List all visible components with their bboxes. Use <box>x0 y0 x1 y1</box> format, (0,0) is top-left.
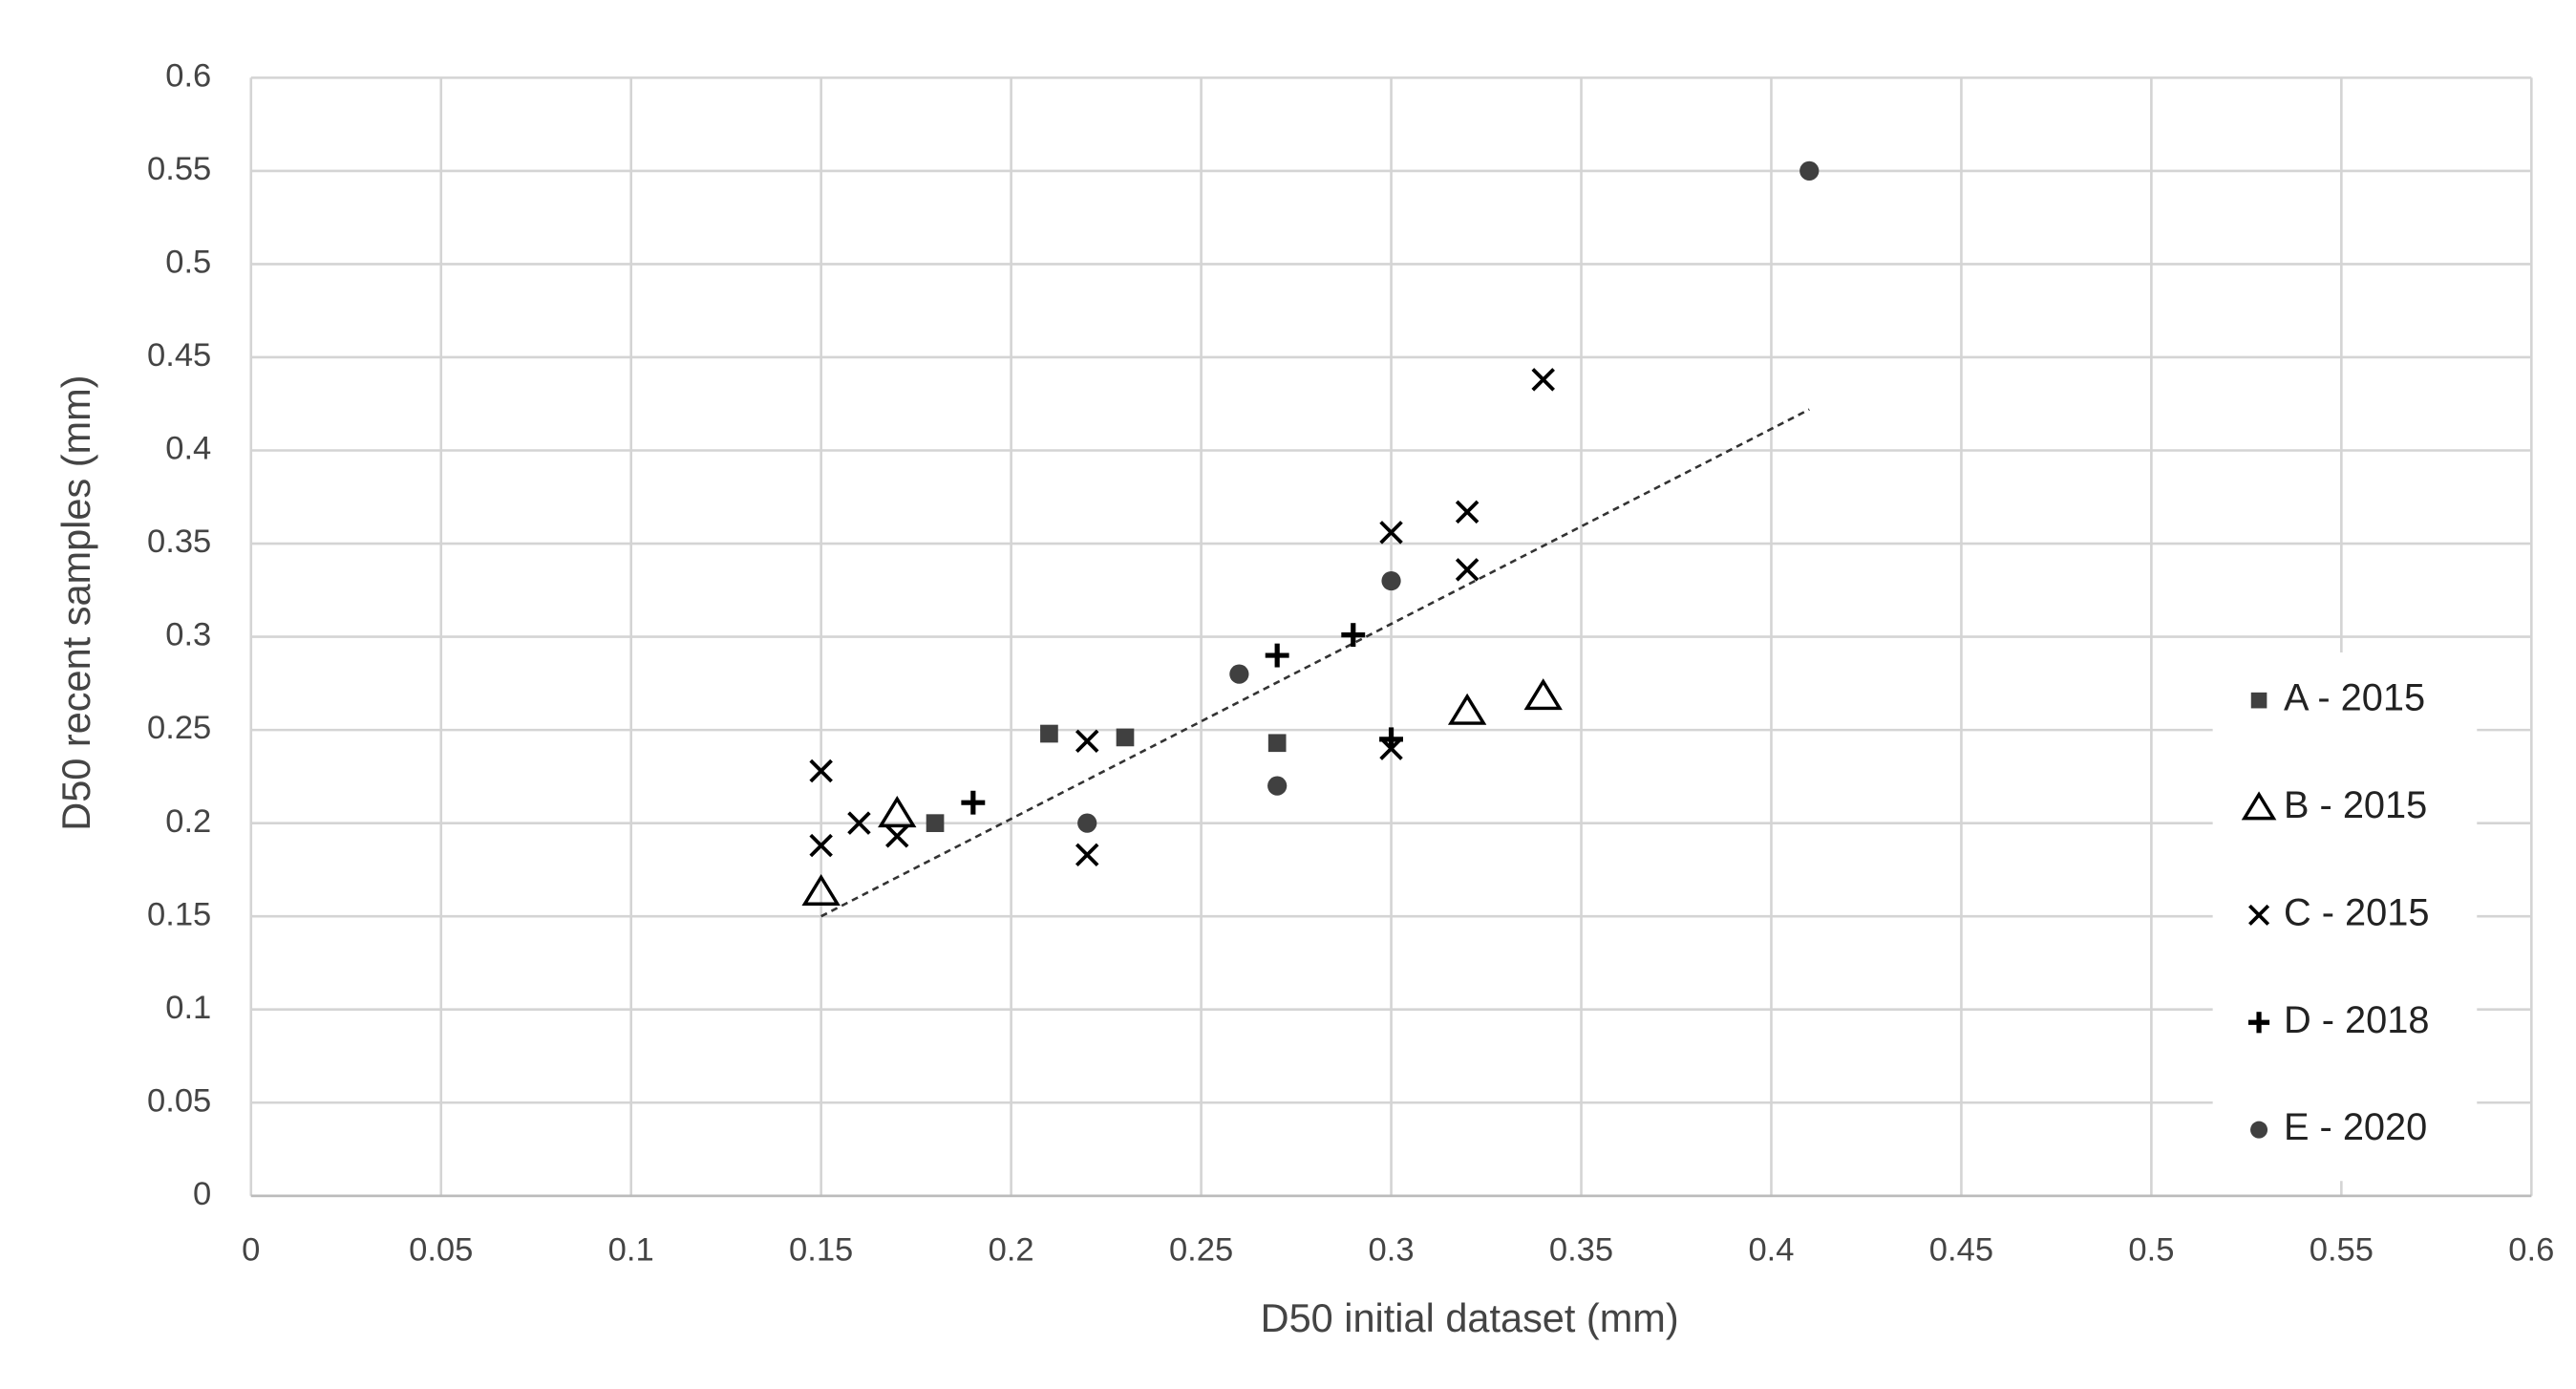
marker-square <box>926 814 945 832</box>
marker-triangle <box>878 796 917 828</box>
triangle <box>1447 693 1487 725</box>
marker-plus <box>2247 1012 2270 1034</box>
y-tick-label: 0.45 <box>147 337 211 374</box>
x-tick-label: 0.3 <box>1369 1232 1415 1269</box>
stroke <box>847 811 871 835</box>
marker-x <box>885 824 909 848</box>
marker-triangle <box>2241 791 2277 821</box>
x-tick-label: 0.55 <box>2310 1232 2374 1269</box>
y-tick-label: 0.2 <box>165 803 211 840</box>
stroke <box>1379 521 1403 545</box>
stroke <box>885 824 909 848</box>
x-tick-label: 0.1 <box>608 1232 654 1269</box>
stroke <box>1455 500 1480 524</box>
stroke <box>809 759 833 783</box>
marker-plus <box>1265 643 1289 668</box>
marker-circle <box>1381 570 1401 591</box>
marker-circle <box>1799 160 1820 182</box>
y-tick-label: 0.4 <box>165 431 211 467</box>
x-tick-label: 0.6 <box>2508 1232 2554 1269</box>
legend-label: C - 2015 <box>2284 891 2429 933</box>
circle <box>1267 776 1288 796</box>
square <box>926 814 945 832</box>
square <box>1040 724 1058 743</box>
square <box>1116 728 1135 747</box>
x-tick-label: 0.15 <box>789 1232 853 1269</box>
stroke <box>1531 368 1555 392</box>
circle <box>1799 160 1820 182</box>
x-tick-label: 0.35 <box>1549 1232 1613 1269</box>
marker-x <box>1531 368 1555 392</box>
marker-x <box>2248 904 2270 926</box>
circle <box>2250 1121 2268 1139</box>
y-tick-label: 0.35 <box>147 524 211 560</box>
marker-x <box>847 811 871 835</box>
marker-square <box>1116 728 1135 747</box>
y-tick-label: 0 <box>193 1176 211 1212</box>
circle <box>1077 813 1097 833</box>
y-tick-label: 0.1 <box>165 990 211 1026</box>
marker-x <box>1455 558 1480 582</box>
marker-x <box>1075 729 1099 754</box>
triangle <box>2241 791 2277 821</box>
marker-x <box>809 759 833 783</box>
marker-x <box>1075 843 1099 867</box>
y-tick-label: 0.25 <box>147 710 211 746</box>
marker-plus <box>1341 623 1366 648</box>
legend-label: B - 2015 <box>2284 784 2427 826</box>
marker-plus <box>961 790 986 815</box>
stroke <box>1455 558 1480 582</box>
y-tick-label: 0.5 <box>165 245 211 281</box>
marker-x <box>1379 521 1403 545</box>
marker-circle <box>1229 664 1249 684</box>
marker-square <box>1040 724 1058 743</box>
x-tick-label: 0.2 <box>989 1232 1034 1269</box>
y-tick-label: 0.15 <box>147 896 211 932</box>
circle <box>1381 570 1401 591</box>
marker-triangle <box>1523 678 1563 711</box>
marker-square <box>1267 734 1287 753</box>
triangle <box>878 796 917 828</box>
x-tick-label: 0 <box>242 1232 260 1269</box>
x-tick-label: 0.25 <box>1169 1232 1233 1269</box>
circle <box>1229 664 1249 684</box>
marker-plus <box>1379 727 1404 752</box>
x-tick-label: 0.4 <box>1748 1232 1794 1269</box>
triangle <box>1523 678 1563 711</box>
marker-x <box>1455 500 1480 524</box>
legend-label: E - 2020 <box>2284 1106 2427 1148</box>
stroke <box>1075 843 1099 867</box>
y-tick-label: 0.55 <box>147 151 211 187</box>
y-tick-label: 0.05 <box>147 1082 211 1119</box>
stroke <box>1075 729 1099 754</box>
trendline <box>820 408 1810 918</box>
x-tick-label: 0.5 <box>2128 1232 2174 1269</box>
marker-circle <box>2250 1121 2268 1139</box>
marker-circle <box>1077 813 1097 833</box>
stroke <box>809 833 833 858</box>
y-tick-label: 0.6 <box>165 57 211 94</box>
legend-label: A - 2015 <box>2284 677 2425 719</box>
triangle <box>801 873 841 907</box>
marker-square <box>2250 692 2267 709</box>
y-tick-label: 0.3 <box>165 617 211 653</box>
x-tick-label: 0.45 <box>1929 1232 1993 1269</box>
stroke <box>2248 904 2270 926</box>
x-tick-label: 0.05 <box>409 1232 473 1269</box>
marker-x <box>809 833 833 858</box>
marker-triangle <box>801 873 841 907</box>
marker-circle <box>1267 776 1288 796</box>
y-axis-title: D50 recent samples (mm) <box>53 375 98 831</box>
marker-triangle <box>1447 693 1487 725</box>
square <box>1267 734 1287 753</box>
legend-label: D - 2018 <box>2284 999 2429 1041</box>
square <box>2250 692 2267 709</box>
x-axis-title: D50 initial dataset (mm) <box>1261 1295 1679 1340</box>
